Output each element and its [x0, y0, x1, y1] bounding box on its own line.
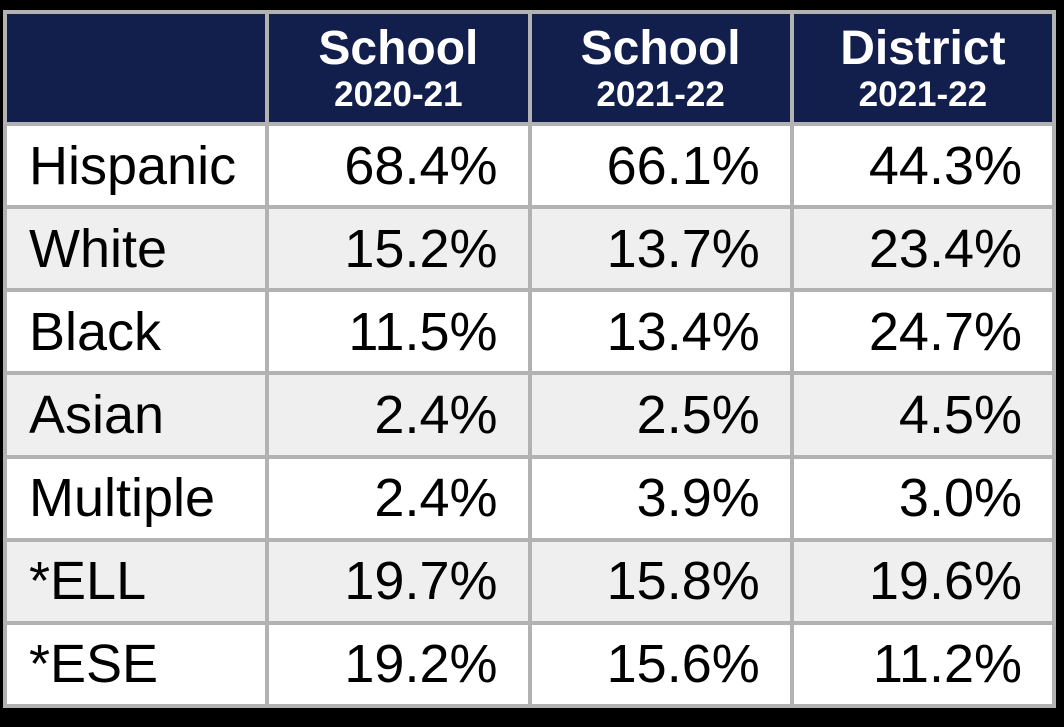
cell-value: 68.4% [265, 121, 532, 210]
header-row: School 2020-21 School 2021-22 District 2… [2, 10, 1057, 126]
column-header-title: School [318, 22, 479, 76]
cell-value: 2.4% [265, 371, 532, 459]
row-label: White [2, 205, 270, 293]
column-header-year: 2020-21 [334, 75, 463, 115]
cell-value: 15.6% [527, 620, 794, 709]
table-row-asian: Asian 2.4% 2.5% 4.5% [2, 371, 1057, 459]
cell-value: 19.2% [265, 620, 532, 709]
row-label: Multiple [2, 454, 270, 542]
row-label: Asian [2, 371, 270, 459]
table-row-multiple: Multiple 2.4% 3.9% 3.0% [2, 454, 1057, 542]
cell-value: 24.7% [789, 288, 1057, 376]
column-header-year: 2021-22 [858, 75, 988, 115]
cell-value: 11.2% [789, 620, 1057, 709]
cell-value: 44.3% [789, 121, 1057, 210]
cell-value: 2.5% [527, 371, 794, 459]
cell-value: 19.6% [789, 537, 1057, 625]
column-header-school-2021-22: School 2021-22 [527, 10, 794, 126]
cell-value: 2.4% [265, 454, 532, 542]
cell-value: 13.7% [527, 205, 794, 293]
column-header-district-2021-22: District 2021-22 [789, 10, 1057, 126]
cell-value: 23.4% [789, 205, 1057, 293]
cell-value: 19.7% [265, 537, 532, 625]
cell-value: 66.1% [527, 121, 794, 210]
table-row-ese: *ESE 19.2% 15.6% 11.2% [2, 620, 1057, 709]
table-row-white: White 15.2% 13.7% 23.4% [2, 205, 1057, 293]
row-label: Black [2, 288, 270, 376]
table-row-black: Black 11.5% 13.4% 24.7% [2, 288, 1057, 376]
table-frame: School 2020-21 School 2021-22 District 2… [2, 10, 1057, 709]
cell-value: 15.2% [265, 205, 532, 293]
cell-value: 13.4% [527, 288, 794, 376]
table-row-ell: *ELL 19.7% 15.8% 19.6% [2, 537, 1057, 625]
column-header-year: 2021-22 [596, 75, 725, 115]
cell-value: 11.5% [265, 288, 532, 376]
row-label: *ESE [2, 620, 270, 709]
cell-value: 3.0% [789, 454, 1057, 542]
row-label: *ELL [2, 537, 270, 625]
demographics-table: School 2020-21 School 2021-22 District 2… [2, 10, 1057, 709]
column-header-title: District [840, 22, 1006, 76]
table-row-hispanic: Hispanic 68.4% 66.1% 44.3% [2, 121, 1057, 210]
row-label: Hispanic [2, 121, 270, 210]
corner-cell [2, 10, 270, 126]
cell-value: 4.5% [789, 371, 1057, 459]
column-header-school-2020-21: School 2020-21 [265, 10, 532, 126]
column-header-title: School [580, 22, 741, 76]
cell-value: 3.9% [527, 454, 794, 542]
cell-value: 15.8% [527, 537, 794, 625]
